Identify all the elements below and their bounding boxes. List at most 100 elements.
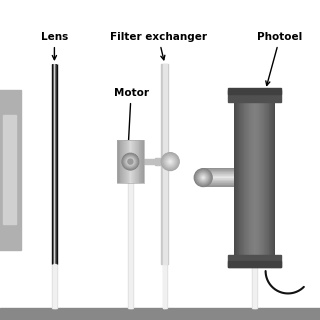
Bar (144, 159, 155, 164)
Bar (239, 102, 240, 255)
Bar (271, 102, 272, 255)
Bar (228, 255, 281, 267)
Circle shape (200, 175, 206, 180)
Bar (122, 140, 123, 183)
Bar (238, 102, 239, 255)
Circle shape (128, 159, 133, 164)
Circle shape (164, 156, 176, 168)
Text: Photoel: Photoel (257, 32, 303, 85)
Bar (273, 102, 274, 255)
Circle shape (169, 161, 171, 163)
Bar (203, 173, 234, 174)
Bar (203, 181, 234, 182)
Bar (234, 102, 235, 255)
Bar (53, 264, 56, 308)
Bar (128, 183, 132, 308)
Bar (121, 140, 122, 183)
Circle shape (123, 154, 138, 169)
Bar (203, 178, 234, 179)
Bar (133, 140, 134, 183)
Bar (262, 102, 263, 255)
Circle shape (128, 159, 133, 164)
Bar (247, 102, 248, 255)
Bar (117, 140, 118, 183)
Circle shape (167, 159, 173, 164)
Bar (163, 64, 167, 264)
Bar (129, 140, 130, 183)
Circle shape (166, 157, 174, 166)
Bar (52, 264, 57, 308)
Circle shape (130, 161, 131, 162)
Circle shape (123, 154, 138, 169)
Bar (120, 140, 121, 183)
Bar (130, 140, 131, 183)
Bar (203, 176, 234, 177)
Bar (118, 140, 119, 183)
Bar (246, 102, 247, 255)
Circle shape (198, 172, 209, 183)
Circle shape (194, 169, 212, 187)
Bar (138, 140, 139, 183)
Circle shape (124, 155, 137, 168)
Bar (203, 170, 234, 171)
Circle shape (162, 154, 178, 170)
Bar (237, 102, 238, 255)
Circle shape (124, 156, 136, 167)
Bar (245, 102, 246, 255)
Bar (253, 102, 254, 255)
Bar (240, 102, 241, 255)
Text: Lens: Lens (41, 32, 68, 60)
Circle shape (196, 171, 210, 184)
Bar (203, 179, 234, 180)
Bar (143, 140, 144, 183)
Bar (123, 140, 124, 183)
Bar (228, 90, 281, 102)
Bar (270, 102, 271, 255)
Bar (135, 140, 136, 183)
Bar (203, 185, 234, 186)
Bar (125, 140, 126, 183)
Bar (136, 140, 137, 183)
Circle shape (125, 156, 136, 167)
Bar (241, 102, 242, 255)
Circle shape (123, 155, 138, 169)
Bar (203, 168, 234, 169)
Circle shape (130, 161, 131, 162)
Bar (132, 140, 133, 183)
Bar (124, 140, 125, 183)
Bar (252, 267, 257, 308)
Bar (255, 102, 256, 255)
Bar (235, 102, 236, 255)
Bar (257, 102, 258, 255)
Circle shape (168, 159, 173, 164)
Circle shape (121, 153, 140, 171)
Bar (203, 182, 234, 183)
Circle shape (122, 154, 139, 170)
Circle shape (129, 160, 132, 164)
Bar (254, 102, 255, 255)
Circle shape (203, 177, 204, 178)
Circle shape (122, 153, 139, 170)
Bar (203, 183, 234, 184)
Circle shape (165, 156, 175, 167)
Bar (126, 140, 127, 183)
Bar (203, 186, 234, 187)
Bar (236, 102, 237, 255)
Bar (163, 264, 166, 308)
Circle shape (202, 176, 204, 179)
Bar (268, 102, 269, 255)
Bar (139, 140, 140, 183)
Bar (203, 174, 234, 175)
Bar (274, 102, 275, 255)
Bar (264, 102, 265, 255)
Circle shape (163, 154, 178, 169)
Bar (134, 140, 135, 183)
Circle shape (124, 155, 137, 168)
Circle shape (163, 155, 177, 169)
Bar (263, 102, 264, 255)
Circle shape (129, 160, 132, 163)
Circle shape (126, 157, 135, 166)
Bar (250, 102, 251, 255)
Bar (0, 90, 21, 250)
Bar (258, 102, 259, 255)
